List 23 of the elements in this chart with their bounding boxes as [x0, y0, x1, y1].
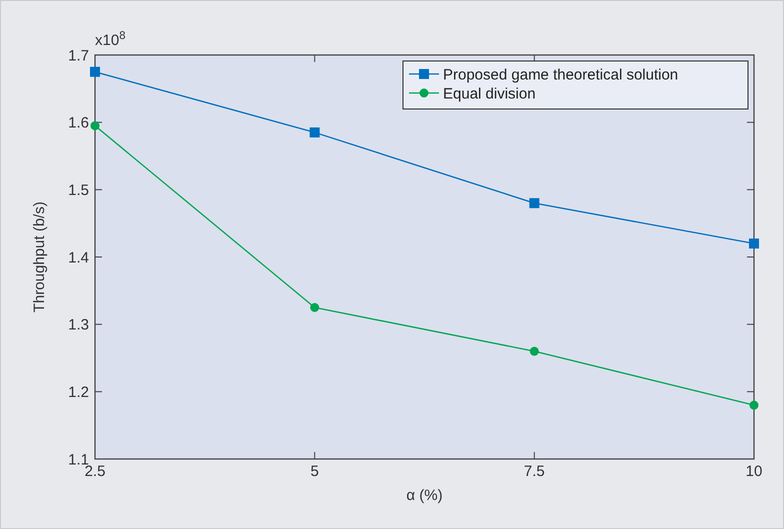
y-tick-label: 1.5: [68, 182, 89, 199]
point: [530, 346, 539, 356]
point: [750, 400, 758, 410]
point: [529, 198, 540, 208]
x-tick-label: 7.5: [524, 463, 545, 480]
text: x10$^{8}$: [95, 30, 126, 49]
x-axis-title: α (%): [406, 487, 443, 504]
y-axis-title: Throughput (b/s): [31, 202, 48, 312]
y-tick-label: 1.3: [68, 316, 89, 334]
point: [310, 303, 320, 312]
point: [310, 127, 320, 138]
legend-label: Equal division: [443, 85, 536, 102]
y-tick-label: 1.2: [68, 384, 89, 401]
x-tick-label: 10: [746, 463, 762, 480]
legend-label: Proposed game theoretical solution: [443, 66, 678, 84]
y-tick-label: 1.7: [68, 47, 89, 64]
x-tick-label: 2.5: [84, 463, 106, 480]
point: [90, 121, 100, 130]
y-tick-label: 1.4: [68, 249, 89, 266]
x-tick-label: 5: [310, 463, 319, 480]
point: [90, 66, 100, 77]
point: [749, 238, 759, 249]
y-tick-label: 1.6: [68, 114, 89, 132]
